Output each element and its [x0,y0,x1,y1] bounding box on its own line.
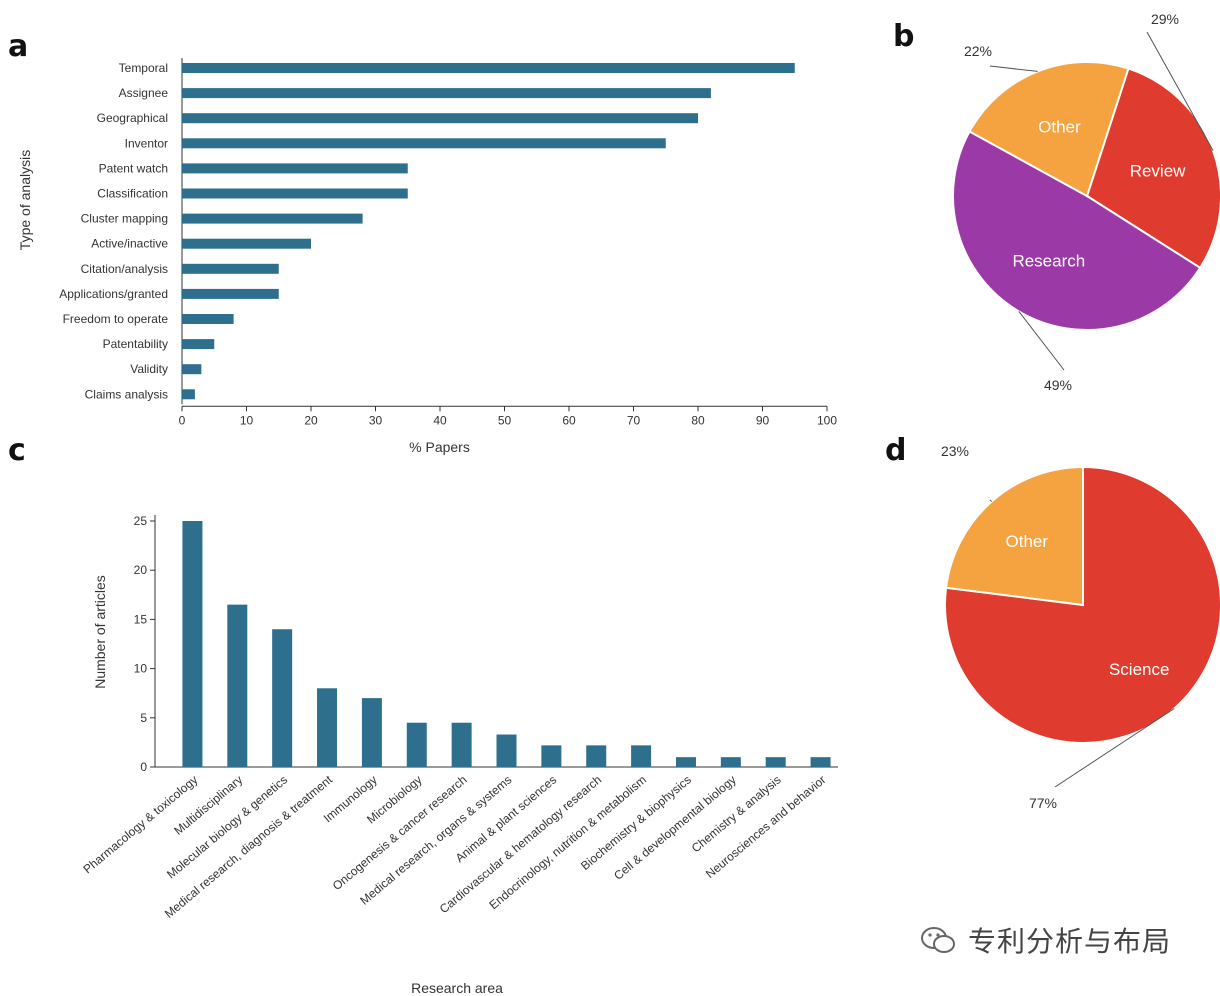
c-bar [631,745,652,767]
c-bar [541,745,562,767]
a-bar [182,314,234,324]
b-leader-line [989,65,1038,72]
b-slice [968,61,1130,198]
a-bar [182,389,195,400]
a-y-axis-label: Type of analysis [17,150,33,250]
a-x-tick-label: 90 [756,413,770,427]
a-category-label: Temporal [119,61,168,75]
d-slice [944,465,1084,607]
a-category-label: Validity [130,362,168,376]
a-bar [182,238,311,249]
c-y-tick-label: 5 [140,711,147,725]
watermark-text: 专利分析与布局 [968,925,1172,958]
b-slice [952,130,1202,332]
b-slice-label: Research [1012,252,1085,271]
a-x-tick-label: 10 [240,413,254,427]
a-category-label: Patentability [103,337,168,351]
a-category-label: Claims analysis [85,387,168,401]
d-percent-label: 77% [1029,795,1057,811]
b-percent-label: 49% [1044,377,1072,393]
a-x-tick-label: 30 [369,413,383,427]
c-bar [720,757,741,767]
b-slice-label: Review [1130,162,1186,181]
c-bar [810,757,831,767]
b-leader-line [1146,31,1214,151]
c-category-label: Cardiovascular & hematology research [437,773,604,917]
b-leader-line [1018,311,1065,371]
c-bar [406,722,427,767]
b-percent-label: 29% [1151,11,1179,27]
a-category-label: Classification [97,187,168,201]
a-x-tick-label: 0 [179,413,186,427]
b-slice [1085,67,1220,270]
panel-letter-c: c [8,433,26,468]
watermark: 专利分析与布局 [918,920,1171,960]
a-bar [182,113,698,124]
panel-letter-a: a [8,29,28,64]
a-x-tick-label: 80 [691,413,705,427]
c-bar [182,521,203,767]
b-slice-label: Other [1038,117,1081,136]
wechat-icon [921,927,955,953]
d-leader-line [989,499,993,502]
c-y-tick-label: 20 [134,563,148,577]
a-category-label: Applications/granted [59,287,168,301]
c-y-tick-label: 15 [134,612,148,626]
c-x-axis-label: Research area [411,980,503,996]
a-category-label: Citation/analysis [81,262,168,276]
chart-b-pie: Review 29% Research 49% Other 22% [952,11,1220,393]
a-bar [182,63,795,73]
c-bar [317,688,338,767]
a-category-label: Cluster mapping [81,212,168,226]
d-slice-label: Other [1006,532,1049,551]
a-bar [182,213,363,224]
b-percent-label: 22% [964,43,992,59]
d-percent-label: 23% [941,443,969,459]
c-bar [451,722,472,767]
c-bar [361,698,382,767]
a-bar [182,138,666,149]
d-leader-line [1054,708,1175,788]
c-y-tick-label: 0 [140,760,147,774]
c-bar [496,734,517,767]
c-bar [227,604,248,767]
c-y-axis-label: Number of articles [92,575,108,689]
c-y-tick-label: 25 [134,514,148,528]
chart-a-hbar: Temporal Assignee Geographical Inventor Pate… [17,58,837,455]
a-category-label: Active/inactive [91,237,168,251]
chart-d-pie: Science 77% Other 23% [941,443,1220,811]
a-bar [182,288,279,299]
a-bar [182,263,279,274]
a-bar [182,163,408,174]
a-bar [182,339,215,350]
a-bar [182,88,711,99]
a-x-tick-label: 20 [304,413,318,427]
a-bar [182,364,202,375]
a-x-tick-label: 70 [627,413,641,427]
a-bar [182,188,408,199]
a-category-label: Freedom to operate [63,312,169,326]
a-x-tick-label: 60 [562,413,576,427]
c-category-label: Medical research, diagnosis & treatment [162,772,336,921]
c-bar [272,629,293,767]
panel-letter-b: b [893,19,914,54]
d-slice-label: Science [1109,660,1169,679]
panel-letter-d: d [885,433,906,468]
a-x-tick-label: 100 [817,413,837,427]
a-category-label: Inventor [125,136,168,150]
a-category-label: Assignee [119,86,169,100]
c-bar [675,757,696,767]
a-x-axis-label: % Papers [409,439,470,455]
c-bar [765,757,786,767]
a-x-tick-label: 40 [433,413,447,427]
a-x-tick-label: 50 [498,413,512,427]
c-bar [586,745,607,767]
c-y-tick-label: 10 [134,662,148,676]
a-category-label: Patent watch [99,161,168,175]
a-category-label: Geographical [97,111,168,125]
